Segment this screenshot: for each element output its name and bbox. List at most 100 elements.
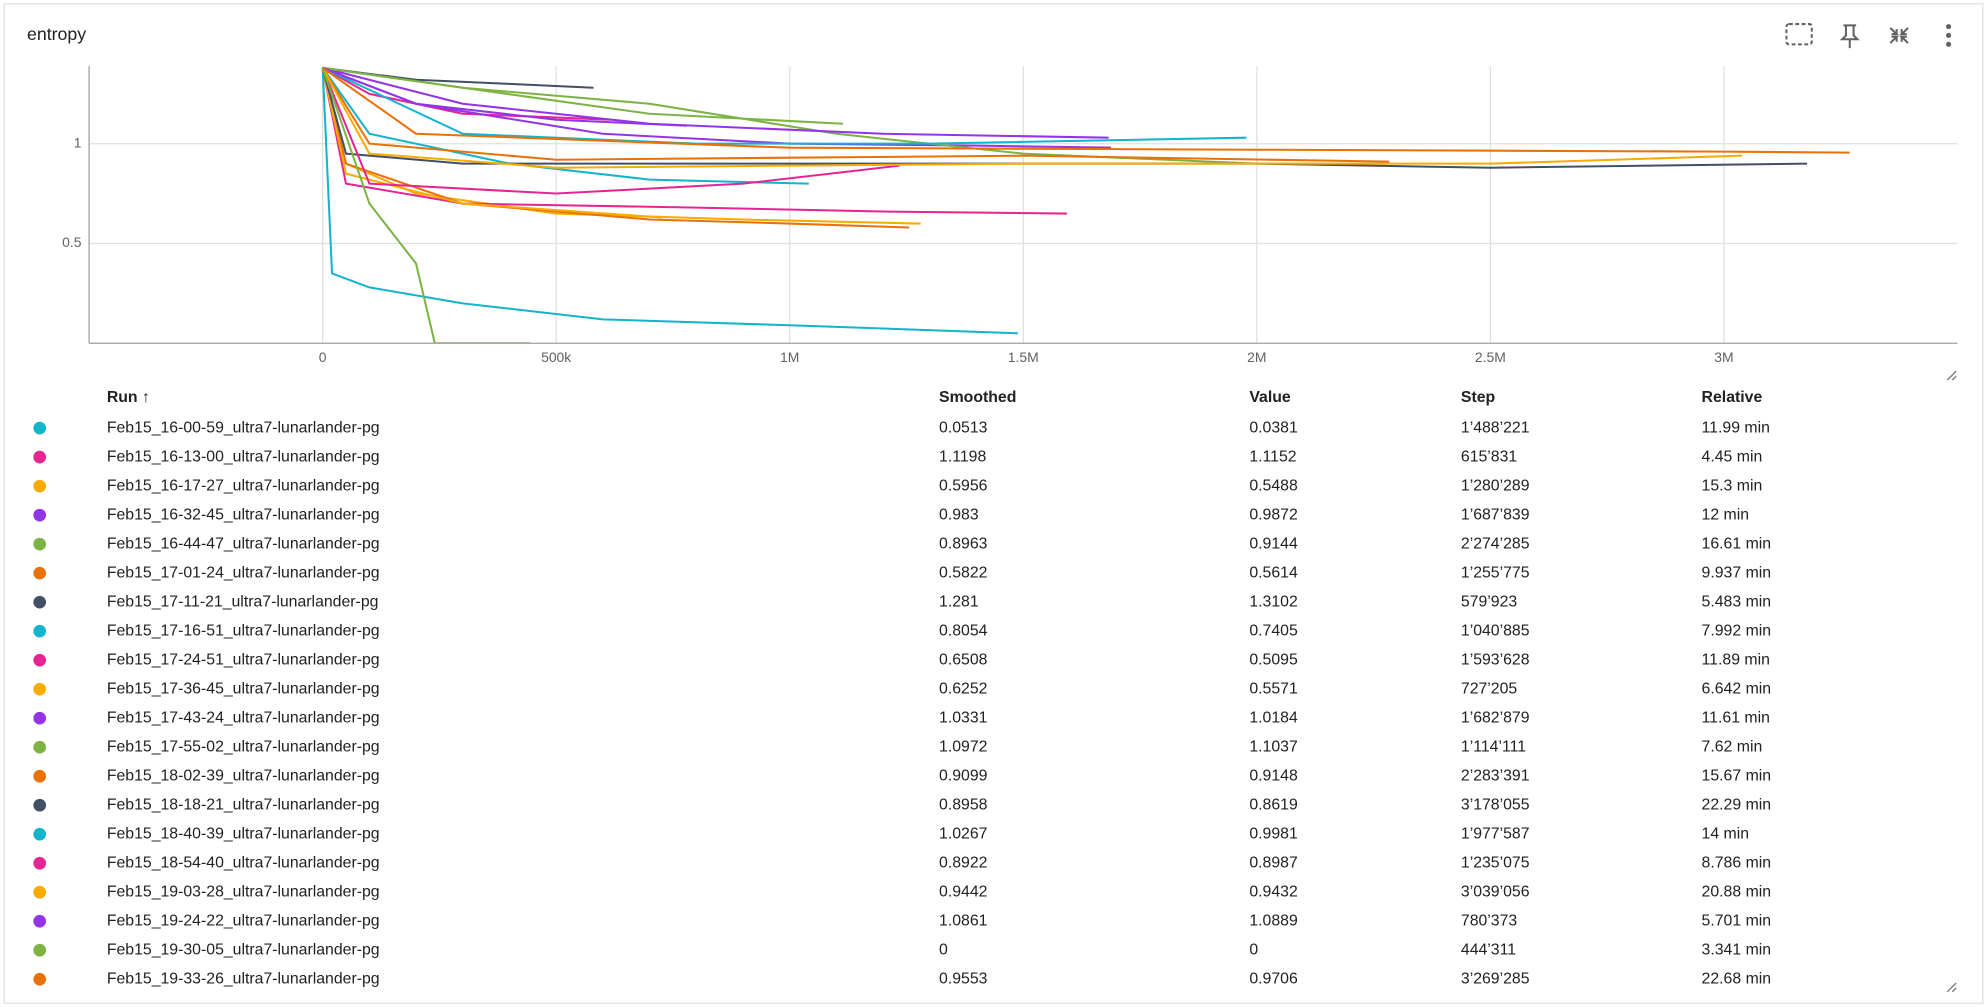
run-color-dot <box>33 508 47 522</box>
table-cell: 0.8963 <box>939 535 988 552</box>
run-color-dot <box>33 624 47 638</box>
table-cell: Feb15_18-40-39_ultra7-lunarlander-pg <box>107 825 380 842</box>
table-cell: 1.1152 <box>1249 448 1296 465</box>
column-header: Relative <box>1702 389 1763 406</box>
table-cell: 727’205 <box>1461 680 1518 697</box>
run-color-dot <box>33 479 47 493</box>
column-header: Step <box>1461 389 1496 406</box>
run-color-dot <box>33 595 47 609</box>
table-cell: 0.9144 <box>1249 535 1298 552</box>
table-cell: 1’593’628 <box>1461 651 1530 668</box>
x-tick-label: 1.5M <box>1008 349 1039 365</box>
table-cell: 22.29 min <box>1702 796 1772 813</box>
table-cell: Feb15_17-11-21_ultra7-lunarlander-pg <box>107 593 379 610</box>
run-color-dot <box>33 856 47 870</box>
x-tick-label: 3M <box>1714 349 1733 365</box>
table-cell: 1’488’221 <box>1461 419 1530 436</box>
table-cell: 1’235’075 <box>1461 854 1530 871</box>
resize-handle[interactable] <box>1946 370 1957 993</box>
table-cell: 5.483 min <box>1702 593 1772 610</box>
table-cell: Feb15_16-00-59_ultra7-lunarlander-pg <box>107 419 380 436</box>
column-header: Value <box>1249 389 1291 406</box>
table-cell: Feb15_16-32-45_ultra7-lunarlander-pg <box>107 506 380 523</box>
table-cell: Feb15_17-55-02_ultra7-lunarlander-pg <box>107 738 380 755</box>
table-cell: 2’274’285 <box>1461 535 1530 552</box>
table-cell: 0.5956 <box>939 477 988 494</box>
table-cell: 3’039’056 <box>1461 883 1530 900</box>
table-cell: 0.9432 <box>1249 883 1297 900</box>
table-cell: Feb15_18-54-40_ultra7-lunarlander-pg <box>107 854 380 871</box>
table-cell: 1.1037 <box>1249 738 1297 755</box>
table-cell: Feb15_17-01-24_ultra7-lunarlander-pg <box>107 564 380 581</box>
table-cell: Feb15_17-16-51_ultra7-lunarlander-pg <box>107 622 380 639</box>
table-cell: 4.45 min <box>1702 448 1763 465</box>
x-tick-label: 500k <box>541 349 571 365</box>
table-cell: 20.88 min <box>1702 883 1772 900</box>
table-cell: 12 min <box>1702 506 1750 523</box>
table-cell: 1’682’879 <box>1461 709 1530 726</box>
table-cell: 0.6252 <box>939 680 987 697</box>
table-cell: 1’687’839 <box>1461 506 1530 523</box>
table-cell: 0.9981 <box>1249 825 1298 842</box>
table-cell: 0.5488 <box>1249 477 1298 494</box>
table-cell: 0.7405 <box>1249 622 1298 639</box>
table-cell: 0.5095 <box>1249 651 1298 668</box>
table-cell: Feb15_17-36-45_ultra7-lunarlander-pg <box>107 680 380 697</box>
table-cell: 11.89 min <box>1702 651 1770 668</box>
table-cell: 0.8054 <box>939 622 988 639</box>
run-color-dot <box>33 972 47 986</box>
series-line <box>321 67 1743 169</box>
column-header: Run ↑ <box>107 389 150 406</box>
column-header: Smoothed <box>939 389 1016 406</box>
table-cell: 6.642 min <box>1702 680 1772 697</box>
table-cell: 1.0972 <box>939 738 987 755</box>
toolbar <box>1785 23 1952 49</box>
fit-domain-button[interactable] <box>1785 23 1813 46</box>
table-cell: Feb15_19-30-05_ultra7-lunarlander-pg <box>107 941 380 958</box>
run-color-dot <box>33 566 47 580</box>
table-cell: 0.5571 <box>1249 680 1298 697</box>
table-cell: 5.701 min <box>1702 912 1772 929</box>
table-cell: 9.937 min <box>1702 564 1772 581</box>
table-cell: 0.8958 <box>939 796 988 813</box>
table-cell: 0.5614 <box>1249 564 1298 581</box>
table-cell: 2’283’391 <box>1461 767 1530 784</box>
table-cell: 7.62 min <box>1702 738 1763 755</box>
table-cell: 1.0267 <box>939 825 987 842</box>
table-cell: 15.3 min <box>1702 477 1763 494</box>
table-cell: 1.0331 <box>939 709 988 726</box>
table-cell: 0.9148 <box>1249 767 1298 784</box>
table-cell: 444’311 <box>1461 941 1516 958</box>
table-cell: 0.8987 <box>1249 854 1297 871</box>
series-line <box>321 67 910 229</box>
menu-button[interactable] <box>1946 24 1952 47</box>
table-cell: Feb15_16-13-00_ultra7-lunarlander-pg <box>107 448 380 465</box>
table-cell: 0.0381 <box>1249 419 1298 436</box>
table-cell: 1.0184 <box>1249 709 1298 726</box>
run-color-dot <box>33 682 47 696</box>
table-cell: 1’114’111 <box>1461 738 1526 755</box>
table-cell: 0.6508 <box>939 651 988 668</box>
series-line <box>321 67 531 344</box>
run-color-dot <box>33 711 47 725</box>
table-cell: 1.0861 <box>939 912 988 929</box>
table-cell: 1.1198 <box>939 448 986 465</box>
table-cell: 1.0889 <box>1249 912 1298 929</box>
table-cell: 8.786 min <box>1702 854 1772 871</box>
series-line <box>321 67 1067 215</box>
table-cell: Feb15_18-02-39_ultra7-lunarlander-pg <box>107 767 380 784</box>
table-cell: 1.281 <box>939 593 979 610</box>
collapse-button[interactable] <box>1889 27 1909 44</box>
table-cell: Feb15_19-24-22_ultra7-lunarlander-pg <box>107 912 380 929</box>
table-cell: 0.9553 <box>939 970 988 987</box>
table-cell: Feb15_19-03-28_ultra7-lunarlander-pg <box>107 883 380 900</box>
x-tick-label: 0 <box>319 349 327 365</box>
table-cell: 0 <box>939 941 948 958</box>
table-cell: 1’255’775 <box>1461 564 1530 581</box>
series-line <box>322 66 688 127</box>
table-cell: 16.61 min <box>1702 535 1772 552</box>
pin-button[interactable] <box>1839 24 1860 49</box>
table-cell: 15.67 min <box>1702 767 1772 784</box>
table-cell: 0.9442 <box>939 883 987 900</box>
